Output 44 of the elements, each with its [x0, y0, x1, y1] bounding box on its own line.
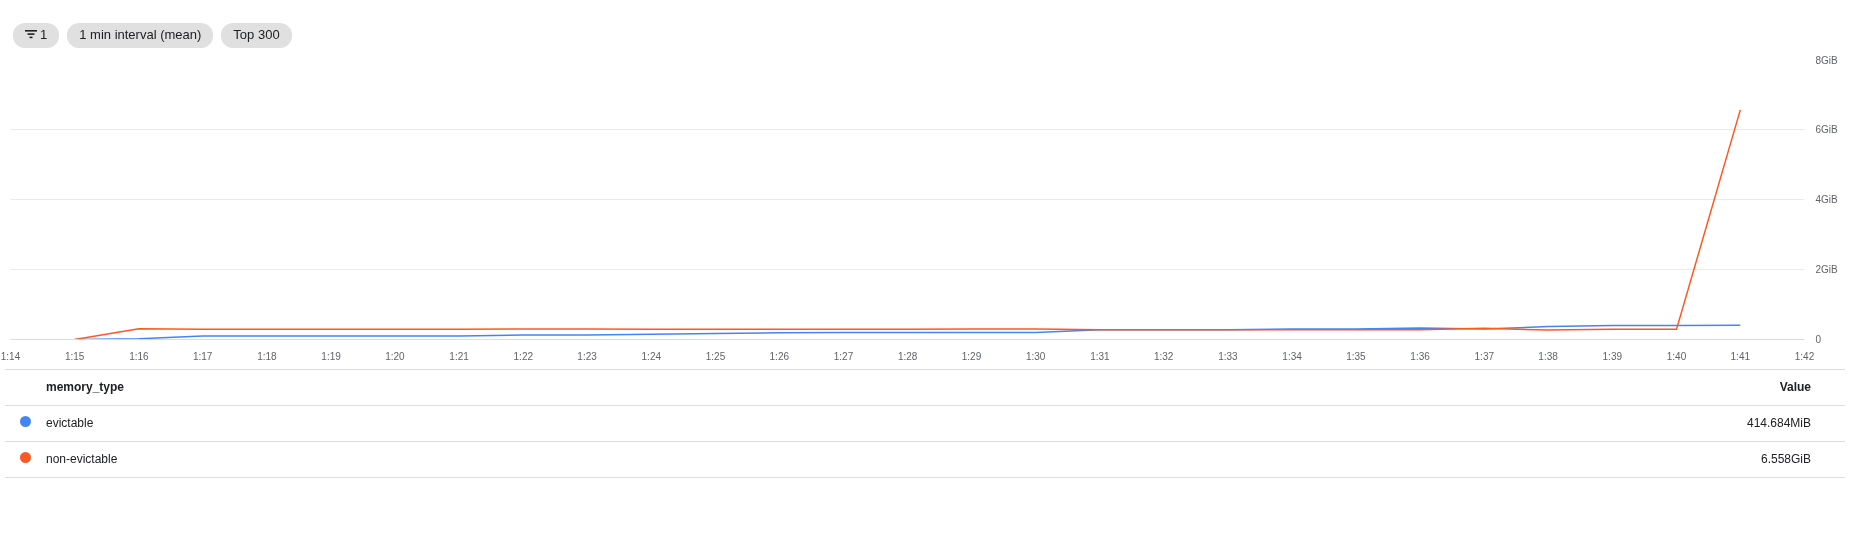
- x-tick-label: 1:32: [1153, 350, 1174, 362]
- x-tick-label: 1:29: [961, 350, 982, 362]
- line-series: [73, 109, 1742, 340]
- text: 6.558GiB: [1759, 450, 1812, 468]
- legend-label: non-evictable: [45, 450, 119, 468]
- x-tick-label: 1:28: [897, 350, 918, 362]
- y-tick-label: 4GiB: [1815, 194, 1839, 205]
- x-tick-label: 1:42: [1794, 350, 1815, 362]
- x-tick-label: 1:39: [1602, 350, 1623, 362]
- y-tick-label: 0: [1815, 334, 1822, 345]
- x-tick-label: 1:37: [1474, 350, 1495, 362]
- x-tick-label: 1:30: [1025, 350, 1046, 362]
- text: Top 300: [221, 23, 292, 48]
- x-tick-label: 1:16: [129, 350, 150, 362]
- x-tick-label: 1:24: [641, 350, 662, 362]
- x-tick-label: 1:23: [577, 350, 598, 362]
- x-tick-label: 1:41: [1730, 350, 1751, 362]
- x-tick-label: 1:15: [64, 350, 85, 362]
- x-tick-label: 1:34: [1282, 350, 1303, 362]
- x-tick-label: 1:33: [1218, 350, 1239, 362]
- x-tick-label: 1:31: [1090, 350, 1111, 362]
- x-tick-label: 1:36: [1410, 350, 1431, 362]
- x-tick-label: 1:35: [1346, 350, 1367, 362]
- x-tick-label: 1:21: [449, 350, 470, 362]
- x-tick-label: 1:38: [1538, 350, 1559, 362]
- y-tick-label: 8GiB: [1815, 54, 1839, 66]
- x-tick-label: 1:17: [192, 350, 213, 362]
- text: 414.684MiB: [1745, 414, 1812, 432]
- x-tick-label: 1:20: [385, 350, 406, 362]
- x-tick-label: 1:22: [513, 350, 534, 362]
- x-tick-label: 1:27: [833, 350, 854, 362]
- legend-label: evictable: [45, 414, 95, 432]
- x-tick-label: 1:26: [769, 350, 790, 362]
- text: 1 min interval (mean): [67, 23, 214, 48]
- x-tick-label: 1:40: [1666, 350, 1687, 362]
- y-tick-label: 6GiB: [1815, 124, 1839, 135]
- x-tick-label: 1:19: [321, 350, 342, 362]
- text: Value: [1778, 378, 1812, 396]
- text: 1: [13, 23, 60, 48]
- x-tick-label: 1:14: [0, 350, 21, 362]
- x-tick-label: 1:18: [257, 350, 278, 362]
- x-tick-label: 1:25: [705, 350, 726, 362]
- y-tick-label: 2GiB: [1815, 264, 1839, 275]
- legend-title: memory_type: [45, 378, 126, 396]
